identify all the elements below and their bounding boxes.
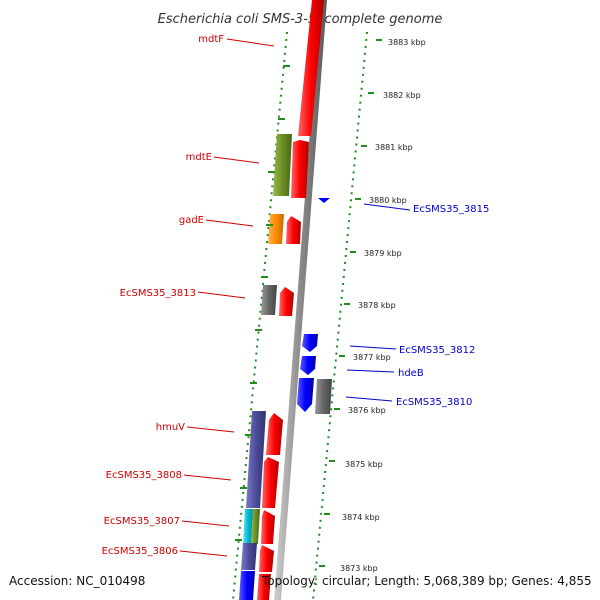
gene-label-mdtE[interactable]: mdtE [186,152,212,163]
cds-EcSMS35_3815[interactable] [318,198,330,203]
gene-label-EcSMS35_3806[interactable]: EcSMS35_3806 [102,546,178,557]
kbp-label: 3874 kbp [342,513,380,522]
genome-title: Escherichia coli SMS-3-5, complete genom… [158,12,443,27]
cds-mdtF[interactable] [298,0,324,136]
kbp-label: 3878 kbp [358,301,396,310]
leader-line [345,396,393,402]
cog-EcSMS35_3807-a [243,509,253,544]
gene-label-gadE[interactable]: gadE [179,215,204,226]
cog-gadE [268,214,284,244]
kbp-label: 3877 kbp [353,353,391,362]
ruler-left-ticks [235,65,290,541]
cds-EcSMS35_3810[interactable] [297,378,314,412]
cog-EcSMS35_3813 [261,285,277,315]
kbp-label: 3883 kbp [388,38,426,47]
cog-EcSMS35_3807-b [251,509,260,544]
leader-line [205,219,254,227]
kbp-label: 3875 kbp [345,460,383,469]
leader-line [346,369,395,373]
gene-label-EcSMS35_3815[interactable]: EcSMS35_3815 [413,204,489,215]
cds-EcSMS35_3807[interactable] [261,510,275,544]
ruler-left-line [232,31,288,600]
gene-label-EcSMS35_3808[interactable]: EcSMS35_3808 [106,470,182,481]
leader-line [349,345,397,350]
cds-bottom-red[interactable] [257,574,271,600]
gene-label-EcSMS35_3812[interactable]: EcSMS35_3812 [399,345,475,356]
gene-label-EcSMS35_3807[interactable]: EcSMS35_3807 [104,516,180,527]
genome-backbone [274,0,327,600]
leader-line [183,474,232,481]
cog-mdtE [273,134,292,196]
leader-line [213,156,260,164]
kbp-label: 3880 kbp [369,196,407,205]
leader-line [181,520,230,527]
forward-gene-labels: mdtF mdtE gadE EcSMS35_3813 hmuV EcSMS35… [102,34,275,557]
cds-EcSMS35_3806[interactable] [259,545,274,572]
gene-label-EcSMS35_3810[interactable]: EcSMS35_3810 [396,397,472,408]
cog-EcSMS35_3810 [315,379,332,414]
kbp-label: 3879 kbp [364,249,402,258]
kbp-label: 3873 kbp [340,564,378,573]
leader-line [186,426,235,433]
cds-gadE[interactable] [286,216,301,244]
leader-line [226,38,275,47]
kbp-label: 3876 kbp [348,406,386,415]
accession-text: Accession: NC_010498 [9,574,146,588]
kbp-label: 3882 kbp [383,91,421,100]
cds-bottom-blue[interactable] [239,571,255,600]
reverse-gene-labels: EcSMS35_3815 EcSMS35_3812 hdeB EcSMS35_3… [345,203,489,408]
topology-text: Topology: circular; Length: 5,068,389 bp… [262,574,592,588]
cds-EcSMS35_3808[interactable] [262,457,279,508]
cds-mdtE[interactable] [291,140,309,198]
gene-label-hmuV[interactable]: hmuV [156,422,185,433]
leader-line [197,291,246,299]
gene-label-EcSMS35_3813[interactable]: EcSMS35_3813 [120,288,196,299]
gene-label-mdtF[interactable]: mdtF [198,34,224,45]
cds-EcSMS35_3813[interactable] [279,287,294,316]
cog-EcSMS35_3806 [241,543,257,570]
kbp-label: 3881 kbp [375,143,413,152]
cds-EcSMS35_3812[interactable] [302,334,318,352]
cds-hmuV[interactable] [266,413,283,455]
gene-label-hdeB[interactable]: hdeB [398,368,424,379]
leader-line [363,203,411,211]
cds-hdeB[interactable] [300,356,316,375]
leader-line [179,550,228,557]
kbp-ticks: 3883 kbp 3882 kbp 3881 kbp 3880 kbp 3879… [319,38,426,573]
